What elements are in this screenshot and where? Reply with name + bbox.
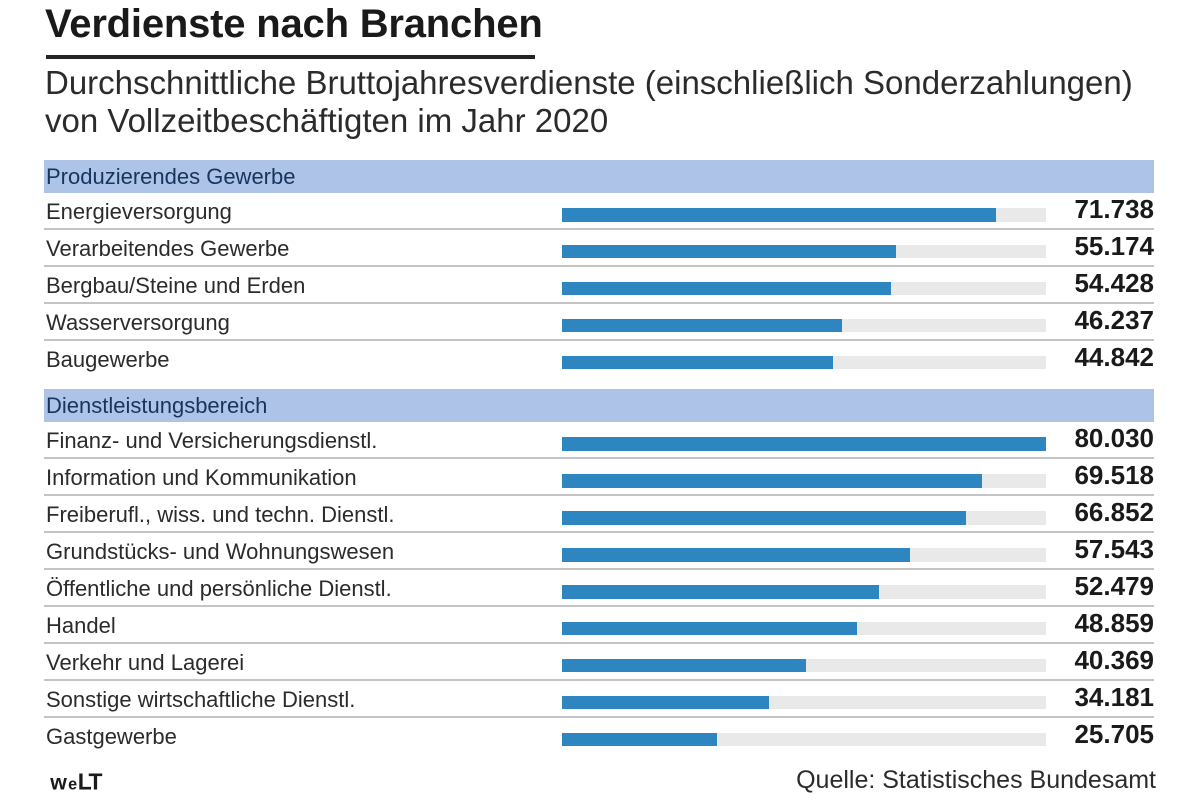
svg-text:w: w	[49, 770, 67, 794]
svg-text:e: e	[68, 775, 77, 793]
svg-text:LT: LT	[78, 768, 103, 794]
